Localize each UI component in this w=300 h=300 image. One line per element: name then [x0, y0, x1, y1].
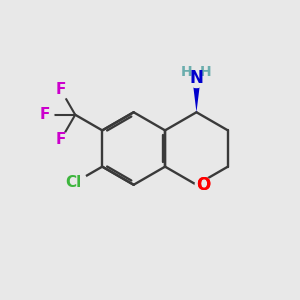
Text: O: O — [196, 176, 210, 194]
Text: N: N — [190, 69, 203, 87]
Text: H: H — [200, 65, 211, 79]
Text: O: O — [196, 176, 210, 194]
Text: F: F — [39, 107, 50, 122]
Text: Cl: Cl — [66, 175, 82, 190]
Text: F: F — [56, 82, 66, 98]
Text: F: F — [56, 132, 66, 147]
Polygon shape — [193, 81, 200, 112]
Text: H: H — [181, 65, 193, 79]
